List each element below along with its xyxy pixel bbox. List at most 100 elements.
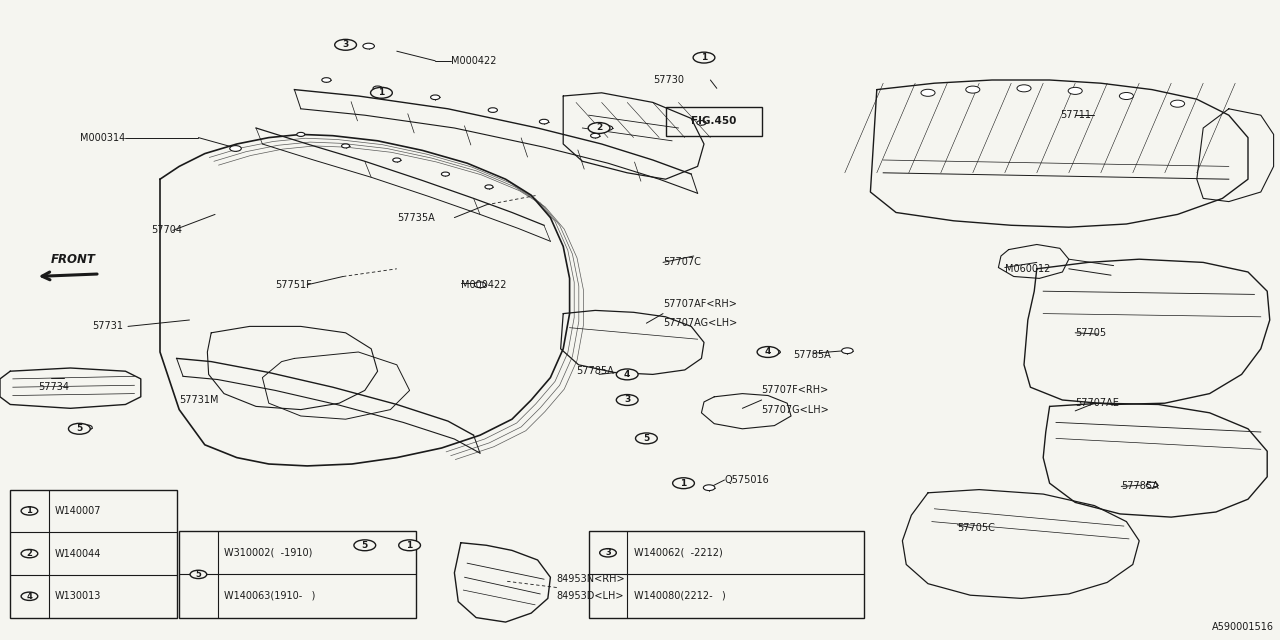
Text: 57707G<LH>: 57707G<LH> [762,404,829,415]
Circle shape [342,144,349,148]
Circle shape [393,158,401,162]
Text: W140063(1910-   ): W140063(1910- ) [224,591,315,601]
Text: 1: 1 [27,506,32,515]
Circle shape [922,89,934,96]
Text: A590001516: A590001516 [1212,622,1274,632]
Bar [10,490,177,618]
Circle shape [353,540,376,550]
Circle shape [475,282,486,287]
Text: 4: 4 [765,348,771,356]
Text: 1: 1 [681,479,686,488]
Text: 57731: 57731 [92,321,123,332]
Circle shape [1120,92,1134,99]
Circle shape [644,435,652,438]
Bar [589,531,864,618]
Bar [179,531,416,618]
Circle shape [379,88,389,93]
Circle shape [1147,483,1158,488]
Circle shape [1069,87,1083,94]
Text: 1: 1 [701,53,707,62]
Circle shape [704,485,716,490]
Circle shape [372,86,383,91]
Circle shape [673,477,694,489]
Text: Q575016: Q575016 [724,475,769,485]
Circle shape [1171,100,1185,107]
Circle shape [20,549,38,557]
Text: M000314: M000314 [81,132,125,143]
Text: 57730: 57730 [653,75,684,85]
Circle shape [603,125,613,131]
Circle shape [590,133,600,138]
Circle shape [635,433,658,444]
Circle shape [82,425,92,430]
Circle shape [362,543,372,548]
Circle shape [617,369,639,380]
Text: FRONT: FRONT [51,253,96,266]
Text: 57707F<RH>: 57707F<RH> [762,385,829,396]
Circle shape [539,119,549,124]
Text: 57731M: 57731M [179,395,219,405]
Circle shape [321,77,332,83]
Circle shape [842,348,854,353]
Text: 57751F: 57751F [275,280,312,290]
Text: 57705: 57705 [1075,328,1106,338]
Text: 57785A: 57785A [576,366,613,376]
Circle shape [69,424,90,434]
Text: 57785A: 57785A [794,350,831,360]
Text: FIG.450: FIG.450 [691,116,736,126]
Text: 57707AE: 57707AE [1075,398,1119,408]
Circle shape [20,592,38,600]
Text: 84953D<LH>: 84953D<LH> [557,591,625,602]
Bar [666,107,762,136]
Text: 5: 5 [362,541,367,550]
Text: 5: 5 [644,434,649,443]
Text: 3: 3 [343,40,348,49]
Text: M060012: M060012 [1005,264,1050,274]
Text: 3: 3 [605,548,611,557]
Text: 1: 1 [407,541,412,550]
Circle shape [617,394,639,406]
Text: W140080(2212-   ): W140080(2212- ) [634,591,726,601]
Text: 57785A: 57785A [1121,481,1158,492]
Text: 57707AG<LH>: 57707AG<LH> [663,318,737,328]
Circle shape [625,396,632,400]
Circle shape [371,87,392,98]
Circle shape [20,507,38,515]
Text: 2: 2 [596,124,602,132]
Circle shape [1018,85,1032,92]
Text: 57735A: 57735A [397,212,434,223]
Circle shape [485,185,493,189]
Circle shape [625,372,632,376]
Circle shape [488,108,498,113]
Circle shape [191,570,207,579]
Circle shape [771,349,781,355]
Text: 57704: 57704 [151,225,182,236]
Text: W140044: W140044 [55,548,101,559]
Text: 2: 2 [27,549,32,558]
Text: 4: 4 [27,592,32,601]
Text: W140062(  -2212): W140062( -2212) [634,548,722,558]
Text: 57707AF<RH>: 57707AF<RH> [663,299,737,309]
Text: 57705C: 57705C [957,523,996,533]
Text: M000422: M000422 [461,280,507,290]
Circle shape [966,86,980,93]
Text: W310002(  -1910): W310002( -1910) [224,548,312,558]
Circle shape [589,122,611,133]
Text: 3: 3 [625,396,630,404]
Text: 5: 5 [196,570,201,579]
Text: 84953N<RH>: 84953N<RH> [557,574,626,584]
Circle shape [756,347,778,357]
Circle shape [694,52,714,63]
Text: M000422: M000422 [451,56,497,66]
Circle shape [230,145,241,151]
Circle shape [442,172,449,176]
Circle shape [335,39,356,51]
Circle shape [297,132,305,136]
Text: 57734: 57734 [38,382,69,392]
Circle shape [399,540,420,550]
Circle shape [696,120,707,125]
Text: 1: 1 [379,88,384,97]
Text: 4: 4 [625,370,630,379]
Text: 5: 5 [77,424,82,433]
Text: W130013: W130013 [55,591,101,601]
